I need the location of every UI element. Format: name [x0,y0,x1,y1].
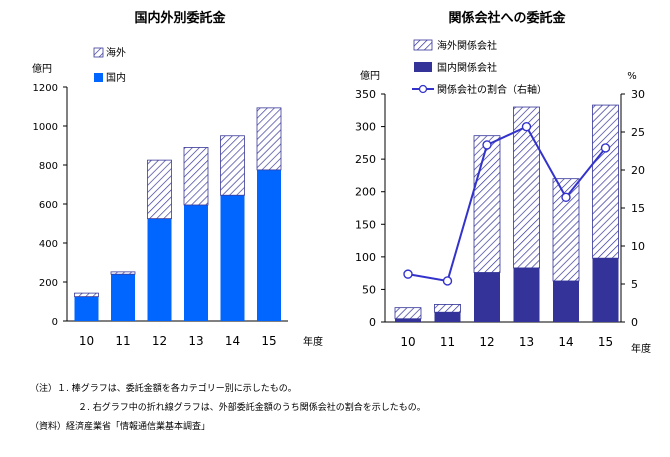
bar-domestic-15 [257,169,281,321]
right-x-tick-label: 10 [400,335,415,349]
ratio-marker-10 [403,269,413,279]
right-x-axis-label: 年度 [631,342,651,355]
bar-related-domestic-14 [553,280,579,322]
left-y-tick-label: 0 [52,317,58,328]
right-x-tick-label: 11 [440,335,455,349]
bar-domestic-14 [220,195,245,321]
right-y2-tick-label: 0 [631,316,638,329]
bar-foreign-14 [220,135,245,196]
bar-related-domestic-13 [513,267,540,322]
bar-related-foreign-13 [513,106,540,269]
note-source: （資料）経済産業省「情報通信業基本調査」 [30,422,211,432]
right-legend: 海外関係会社 国内関係会社 関係会社の割合（右軸） [412,39,547,96]
right-y-tick-label: 50 [362,283,376,296]
left-x-axis-label: 年度 [303,335,323,348]
left-x-tick-label: 13 [188,334,203,348]
left-legend: 海外 国内 [93,46,126,84]
legend-label-domestic: 国内 [106,71,126,84]
legend-label-related-domestic: 国内関係会社 [437,61,497,74]
right-y-tick-label: 100 [355,251,376,264]
legend-swatch-related-domestic [414,62,432,72]
right-y-tick-label: 350 [355,88,376,101]
bar-foreign-11 [110,271,136,275]
bar-domestic-13 [184,204,208,321]
note-line-2: ２. 右グラフ中の折れ線グラフは、外部委託金額のうち関係会社の割合を示したもの。 [78,403,426,413]
legend-label-ratio: 関係会社の割合（右軸） [437,83,547,96]
legend-swatch-related-foreign [413,39,433,51]
right-y-tick-label: 150 [355,218,376,231]
right-chart-title: 関係会社への委託金 [448,10,566,26]
right-y2-tick-label: 10 [631,240,645,253]
left-y-tick-label: 200 [39,278,58,289]
bar-related-foreign-11 [434,304,461,313]
ratio-marker-13 [521,121,532,132]
legend-label-foreign: 海外 [106,46,126,59]
ratio-line [407,125,607,283]
bar-related-domestic-11 [434,312,461,322]
left-y-tick-label: 1200 [33,83,58,94]
right-y-tick-label: 300 [355,121,376,134]
legend-label-related-foreign: 海外関係会社 [437,39,497,52]
ratio-marker-12 [482,140,492,150]
bar-related-foreign-12 [473,135,501,273]
bar-domestic-11 [111,274,135,321]
notes: （注）１. 棒グラフは、委託金額を各カテゴリー別に示したもの。 ２. 右グラフ中… [30,380,426,437]
ratio-marker-14 [561,192,571,203]
right-chart: 関係会社への委託金 億円 % 年度 050100150200250300350 … [355,10,651,355]
ratio-marker-11 [442,276,453,286]
left-chart: 国内外別委託金 億円 年度 0 200 400 600 800 1000 1200 10 11… [32,10,323,348]
right-y2-tick-label: 20 [631,164,645,177]
bar-related-foreign-10 [394,307,422,320]
left-chart-title: 国内外別委託金 [134,10,226,26]
right-y-tick-label: 200 [355,186,376,199]
right-x-tick-label: 14 [558,335,573,349]
left-y-axis-label: 億円 [32,62,52,75]
bar-foreign-12 [147,159,172,220]
bar-related-domestic-10 [395,318,421,322]
left-y-tick-label: 800 [39,161,58,172]
right-y2-tick-label: 25 [631,126,645,139]
bar-related-domestic-15 [592,258,619,322]
right-x-tick-label: 15 [598,335,613,349]
note-line-1: （注）１. 棒グラフは、委託金額を各カテゴリー別に示したもの。 [30,384,297,394]
right-y2-tick-label: 30 [631,88,645,101]
bar-related-foreign-15 [592,104,619,259]
right-y-axis-label: 億円 [360,69,380,82]
right-y2-tick-label: 15 [631,202,645,215]
legend-swatch-foreign [93,47,104,58]
bar-foreign-13 [183,147,209,206]
left-x-tick-label: 14 [225,334,240,348]
bar-related-domestic-12 [474,272,500,322]
right-x-tick-label: 13 [519,335,534,349]
left-x-tick-label: 11 [115,334,130,348]
bar-foreign-10 [74,292,99,298]
right-y2-tick-label: 5 [631,278,638,291]
left-y-tick-label: 600 [39,200,58,211]
left-y-tick-label: 400 [39,239,58,250]
legend-swatch-domestic [94,73,103,82]
right-y2-axis-label: % [627,71,637,82]
bar-domestic-12 [147,218,172,321]
right-y-tick-label: 250 [355,153,376,166]
bar-domestic-10 [74,296,99,321]
legend-swatch-ratio-marker [418,84,428,94]
left-x-tick-label: 10 [79,334,94,348]
right-y-tick-label: 0 [369,316,376,329]
left-x-tick-label: 12 [152,334,167,348]
left-y-tick-label: 1000 [33,122,58,133]
left-x-tick-label: 15 [261,334,276,348]
ratio-marker-15 [600,143,611,153]
bar-foreign-15 [256,107,282,171]
right-x-tick-label: 12 [479,335,494,349]
